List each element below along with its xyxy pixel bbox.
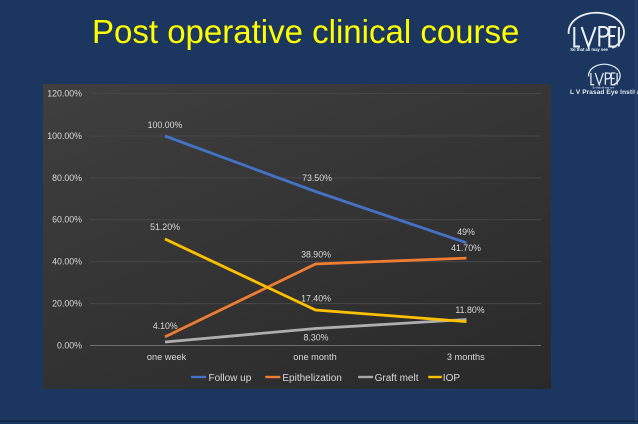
svg-text:40.00%: 40.00% [52, 257, 82, 267]
svg-text:Follow up: Follow up [209, 373, 252, 384]
svg-text:49%: 49% [457, 227, 475, 237]
svg-text:IOP: IOP [443, 373, 461, 384]
svg-text:80.00%: 80.00% [52, 173, 82, 183]
svg-text:0.00%: 0.00% [57, 340, 82, 350]
svg-text:20.00%: 20.00% [52, 299, 82, 309]
svg-text:73.50%: 73.50% [302, 173, 332, 183]
svg-text:3 months: 3 months [447, 352, 485, 362]
svg-text:38.90%: 38.90% [301, 250, 331, 260]
svg-text:100.00%: 100.00% [148, 120, 183, 130]
svg-text:120.00%: 120.00% [47, 89, 82, 99]
svg-text:Epithelization: Epithelization [282, 373, 341, 384]
svg-text:41.70%: 41.70% [451, 243, 481, 253]
svg-text:17.40%: 17.40% [301, 293, 331, 303]
svg-text:60.00%: 60.00% [52, 215, 82, 225]
svg-text:100.00%: 100.00% [47, 131, 82, 141]
svg-text:4.10%: 4.10% [153, 321, 178, 331]
svg-text:Graft melt: Graft melt [375, 373, 419, 384]
svg-text:8.30%: 8.30% [304, 333, 329, 343]
svg-text:So that all may see: So that all may see [570, 47, 608, 52]
svg-text:So that all may see: So that all may see [593, 86, 615, 89]
svg-text:one month: one month [293, 352, 336, 362]
svg-text:11.80%: 11.80% [455, 305, 484, 315]
svg-text:one week: one week [147, 352, 187, 362]
svg-text:51.20%: 51.20% [150, 222, 180, 232]
